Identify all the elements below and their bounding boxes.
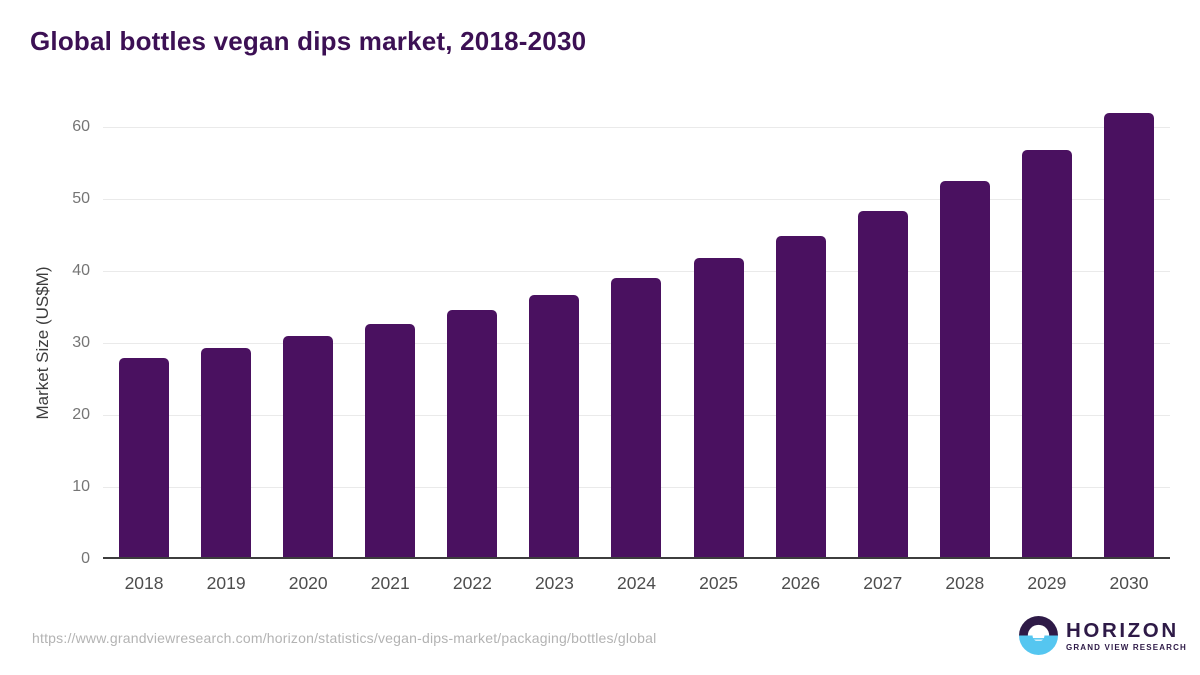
bar-2024 <box>611 277 662 557</box>
bar-slot-2018 <box>103 127 185 557</box>
bar-2020 <box>283 336 334 557</box>
bar-slot-2028 <box>924 127 1006 557</box>
gridline-50 <box>103 199 1170 200</box>
page-title: Global bottles vegan dips market, 2018-2… <box>30 26 587 56</box>
bar-2018 <box>119 358 170 557</box>
x-tick-label-2025: 2025 <box>699 573 739 593</box>
bar-slot-2025 <box>678 127 760 557</box>
x-tick-label-2030: 2030 <box>1109 573 1149 593</box>
bar-2022 <box>447 310 498 557</box>
bar-slot-2027 <box>842 127 924 557</box>
bar-slot-2024 <box>595 127 677 557</box>
y-tick-label-20: 20 <box>72 406 90 423</box>
bar-2028 <box>939 181 990 557</box>
x-axis-tick-labels: 2018 2019 2020 2021 2022 2023 2024 2025 2026 2027… <box>103 573 1170 599</box>
x-tick-label-2019: 2019 <box>206 573 246 593</box>
y-tick-label-0: 0 <box>81 550 90 567</box>
bar-slot-2019 <box>185 127 267 557</box>
x-tick-label-2024: 2024 <box>617 573 656 593</box>
bar-2026 <box>775 235 826 557</box>
bar-slot-2029 <box>1006 127 1088 557</box>
bar-slot-2026 <box>760 127 842 557</box>
y-axis-tick-labels: 0 10 20 30 40 50 60 <box>40 119 90 567</box>
x-tick-label-2018: 2018 <box>124 573 164 593</box>
gridline-60 <box>103 127 1170 128</box>
horizon-sunset-logo-icon <box>1019 616 1058 655</box>
horizon-logo-name: HORIZON <box>1066 618 1179 642</box>
horizon-logo-text: HORIZON GRAND VIEW RESEARCH <box>1066 620 1187 652</box>
bar-2027 <box>857 210 908 557</box>
bar-2023 <box>529 294 580 557</box>
horizon-logo: HORIZON GRAND VIEW RESEARCH <box>1019 616 1187 655</box>
source-url: https://www.grandviewresearch.com/horizo… <box>32 630 657 646</box>
bar-slot-2030 <box>1088 112 1170 557</box>
bar-slot-2020 <box>267 127 349 557</box>
gridline-40 <box>103 271 1170 272</box>
bar-2025 <box>693 258 744 557</box>
y-tick-label-30: 30 <box>72 334 90 351</box>
bar-slot-2023 <box>513 127 595 557</box>
bar-slot-2021 <box>349 127 431 557</box>
x-tick-label-2026: 2026 <box>781 573 821 593</box>
x-tick-label-2021: 2021 <box>370 573 410 593</box>
bar-2021 <box>365 324 416 557</box>
x-tick-label-2023: 2023 <box>534 573 574 593</box>
x-tick-label-2029: 2029 <box>1027 573 1067 593</box>
bar-2019 <box>201 347 252 557</box>
x-tick-label-2022: 2022 <box>452 573 492 593</box>
y-tick-label-50: 50 <box>72 190 90 207</box>
y-tick-label-40: 40 <box>72 262 90 279</box>
y-tick-label-60: 60 <box>72 118 90 135</box>
bar-slot-2022 <box>431 127 513 557</box>
x-tick-label-2027: 2027 <box>863 573 903 593</box>
horizon-logo-subtitle: GRAND VIEW RESEARCH <box>1066 642 1187 652</box>
y-tick-label-10: 10 <box>72 478 90 495</box>
bar-chart-plot-area <box>103 112 1170 559</box>
x-tick-label-2028: 2028 <box>945 573 985 593</box>
x-tick-label-2020: 2020 <box>288 573 328 593</box>
bar-2030 <box>1103 112 1154 557</box>
bar-2029 <box>1021 149 1072 557</box>
